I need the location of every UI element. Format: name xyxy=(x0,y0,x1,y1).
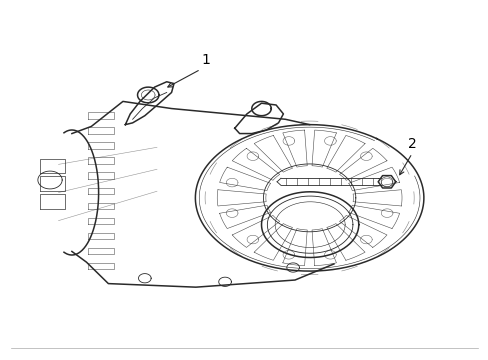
Text: 2: 2 xyxy=(407,137,416,151)
Text: 1: 1 xyxy=(201,53,210,67)
